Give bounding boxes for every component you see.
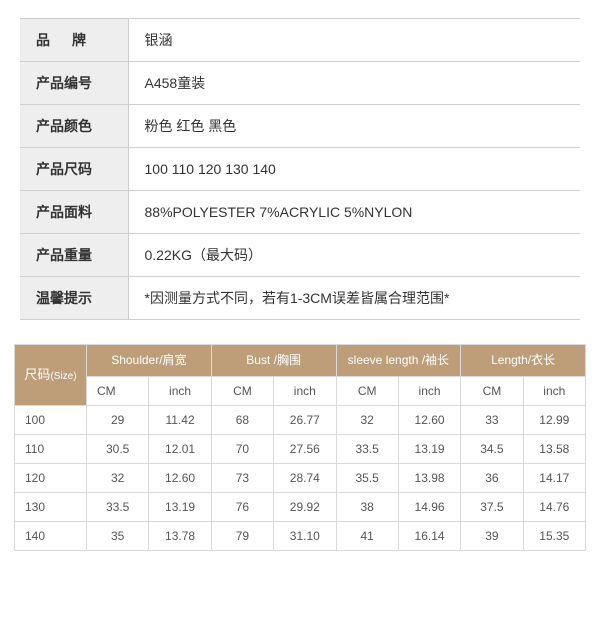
measure-cell: 29.92 <box>274 493 336 522</box>
unit-inch: inch <box>523 377 585 406</box>
spec-label: 品 牌 <box>20 19 128 62</box>
spec-value: 粉色 红色 黑色 <box>128 105 580 148</box>
spec-row: 产品面料88%POLYESTER 7%ACRYLIC 5%NYLON <box>20 191 580 234</box>
size-cell: 140 <box>15 522 87 551</box>
measure-cell: 11.42 <box>149 406 211 435</box>
unit-inch: inch <box>274 377 336 406</box>
unit-cm: CM <box>461 377 523 406</box>
unit-cm: CM <box>211 377 273 406</box>
measure-cell: 33.5 <box>87 493 149 522</box>
measure-cell: 14.17 <box>523 464 585 493</box>
size-chart-corner-main: 尺码 <box>24 367 50 382</box>
measure-cell: 13.98 <box>398 464 460 493</box>
size-cell: 130 <box>15 493 87 522</box>
size-cell: 110 <box>15 435 87 464</box>
measure-cell: 32 <box>87 464 149 493</box>
measure-cell: 14.96 <box>398 493 460 522</box>
measure-cell: 15.35 <box>523 522 585 551</box>
unit-inch: inch <box>398 377 460 406</box>
measure-cell: 28.74 <box>274 464 336 493</box>
measure-cell: 34.5 <box>461 435 523 464</box>
spec-label: 产品重量 <box>20 234 128 277</box>
header-sleeve: sleeve length /袖长 <box>336 345 461 377</box>
measure-cell: 37.5 <box>461 493 523 522</box>
spec-label: 产品面料 <box>20 191 128 234</box>
size-row: 1203212.607328.7435.513.983614.17 <box>15 464 586 493</box>
size-row: 1403513.787931.104116.143915.35 <box>15 522 586 551</box>
spec-label: 产品尺码 <box>20 148 128 191</box>
measure-cell: 13.19 <box>149 493 211 522</box>
spec-row: 产品颜色粉色 红色 黑色 <box>20 105 580 148</box>
unit-inch: inch <box>149 377 211 406</box>
measure-cell: 13.58 <box>523 435 585 464</box>
measure-cell: 73 <box>211 464 273 493</box>
measure-cell: 41 <box>336 522 398 551</box>
header-length: Length/衣长 <box>461 345 586 377</box>
unit-cm: CM <box>87 377 149 406</box>
measure-cell: 79 <box>211 522 273 551</box>
size-chart-units-row: CM inch CM inch CM inch CM inch <box>15 377 586 406</box>
size-row: 11030.512.017027.5633.513.1934.513.58 <box>15 435 586 464</box>
measure-cell: 12.60 <box>149 464 211 493</box>
spec-row: 品 牌银涵 <box>20 19 580 62</box>
measure-cell: 36 <box>461 464 523 493</box>
unit-cm: CM <box>336 377 398 406</box>
measure-cell: 26.77 <box>274 406 336 435</box>
measure-cell: 12.99 <box>523 406 585 435</box>
spec-value: A458童装 <box>128 62 580 105</box>
measure-cell: 13.78 <box>149 522 211 551</box>
spec-row: 产品编号A458童装 <box>20 62 580 105</box>
measure-cell: 38 <box>336 493 398 522</box>
size-chart-table: 尺码(Size) Shoulder/肩宽 Bust /胸围 sleeve len… <box>14 344 586 551</box>
measure-cell: 33 <box>461 406 523 435</box>
header-shoulder: Shoulder/肩宽 <box>87 345 212 377</box>
spec-value: 88%POLYESTER 7%ACRYLIC 5%NYLON <box>128 191 580 234</box>
size-chart-body: 1002911.426826.773212.603312.9911030.512… <box>15 406 586 551</box>
product-spec-body: 品 牌银涵产品编号A458童装产品颜色粉色 红色 黑色产品尺码100 110 1… <box>20 19 580 320</box>
size-row: 1002911.426826.773212.603312.99 <box>15 406 586 435</box>
spec-value: 0.22KG（最大码） <box>128 234 580 277</box>
spec-label: 产品编号 <box>20 62 128 105</box>
spec-row: 产品重量0.22KG（最大码） <box>20 234 580 277</box>
size-chart-header-row: 尺码(Size) Shoulder/肩宽 Bust /胸围 sleeve len… <box>15 345 586 377</box>
size-cell: 100 <box>15 406 87 435</box>
size-chart-corner: 尺码(Size) <box>15 345 87 406</box>
measure-cell: 76 <box>211 493 273 522</box>
spec-value: 100 110 120 130 140 <box>128 148 580 191</box>
measure-cell: 35 <box>87 522 149 551</box>
measure-cell: 68 <box>211 406 273 435</box>
spec-row: 温馨提示*因测量方式不同，若有1-3CM误差皆属合理范围* <box>20 277 580 320</box>
size-chart-corner-sub: (Size) <box>50 371 76 382</box>
size-cell: 120 <box>15 464 87 493</box>
measure-cell: 35.5 <box>336 464 398 493</box>
spec-row: 产品尺码100 110 120 130 140 <box>20 148 580 191</box>
measure-cell: 30.5 <box>87 435 149 464</box>
size-row: 13033.513.197629.923814.9637.514.76 <box>15 493 586 522</box>
measure-cell: 27.56 <box>274 435 336 464</box>
measure-cell: 12.60 <box>398 406 460 435</box>
spec-value: *因测量方式不同，若有1-3CM误差皆属合理范围* <box>128 277 580 320</box>
product-spec-table: 品 牌银涵产品编号A458童装产品颜色粉色 红色 黑色产品尺码100 110 1… <box>20 18 580 320</box>
measure-cell: 31.10 <box>274 522 336 551</box>
measure-cell: 29 <box>87 406 149 435</box>
spec-value: 银涵 <box>128 19 580 62</box>
measure-cell: 70 <box>211 435 273 464</box>
measure-cell: 39 <box>461 522 523 551</box>
measure-cell: 32 <box>336 406 398 435</box>
measure-cell: 13.19 <box>398 435 460 464</box>
spec-label: 温馨提示 <box>20 277 128 320</box>
header-bust: Bust /胸围 <box>211 345 336 377</box>
measure-cell: 12.01 <box>149 435 211 464</box>
spec-label: 产品颜色 <box>20 105 128 148</box>
measure-cell: 16.14 <box>398 522 460 551</box>
measure-cell: 14.76 <box>523 493 585 522</box>
measure-cell: 33.5 <box>336 435 398 464</box>
